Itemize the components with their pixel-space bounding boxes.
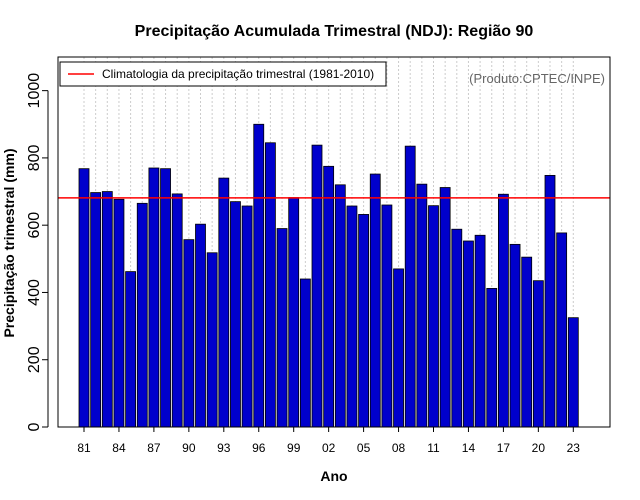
bar-2009 bbox=[404, 145, 416, 428]
bar-2008 bbox=[393, 268, 404, 428]
bar-1999 bbox=[288, 197, 300, 428]
x-tick-label: 02 bbox=[322, 441, 336, 455]
bar-1981 bbox=[78, 168, 90, 428]
bar-2011 bbox=[428, 205, 439, 428]
bar-1998 bbox=[276, 228, 288, 428]
bar-1983 bbox=[101, 191, 113, 428]
bar-2013 bbox=[451, 228, 463, 428]
bar-1984 bbox=[113, 198, 125, 428]
bar-2006 bbox=[369, 173, 381, 428]
bar-1990 bbox=[183, 239, 195, 428]
x-tick-label: 99 bbox=[287, 441, 301, 455]
x-tick-label: 84 bbox=[112, 441, 126, 455]
bar-1989 bbox=[171, 193, 183, 428]
bar-1991 bbox=[195, 223, 206, 428]
legend: Climatologia da precipitação trimestral … bbox=[59, 61, 387, 87]
bar-2002 bbox=[323, 165, 335, 428]
bar-2023 bbox=[567, 317, 579, 428]
bar-1982 bbox=[90, 192, 102, 428]
x-tick-label: 23 bbox=[567, 441, 581, 455]
bar-2000 bbox=[299, 278, 311, 428]
bar-2017 bbox=[497, 193, 509, 428]
y-tick-label: 400 bbox=[26, 279, 43, 306]
bar-1985 bbox=[125, 271, 136, 428]
x-tick-label: 05 bbox=[357, 441, 371, 455]
bar-2012 bbox=[439, 187, 451, 428]
bar-1995 bbox=[241, 205, 253, 428]
bar-1986 bbox=[136, 202, 148, 428]
bar-1993 bbox=[218, 177, 230, 428]
x-axis-title: Ano bbox=[320, 468, 347, 484]
bar-1988 bbox=[160, 168, 171, 428]
bar-2018 bbox=[509, 243, 521, 428]
x-tick-label: 90 bbox=[182, 441, 196, 455]
bar-2020 bbox=[532, 280, 544, 428]
x-tick-label: 20 bbox=[532, 441, 546, 455]
bar-2021 bbox=[544, 174, 556, 428]
plot-frame bbox=[57, 56, 611, 428]
bar-2004 bbox=[346, 205, 358, 428]
y-tick-label: 0 bbox=[26, 422, 43, 431]
legend-label: Climatologia da precipitação trimestral … bbox=[102, 67, 374, 81]
x-tick-label: 11 bbox=[427, 441, 440, 455]
bar-2014 bbox=[463, 240, 474, 428]
bar-1997 bbox=[264, 142, 276, 428]
bar-1987 bbox=[148, 167, 160, 428]
x-tick-label: 81 bbox=[77, 441, 91, 455]
bar-2016 bbox=[486, 288, 498, 428]
y-axis-title: Precipitação trimestral (mm) bbox=[1, 148, 17, 337]
x-tick-label: 96 bbox=[252, 441, 266, 455]
chart-title: Precipitação Acumulada Trimestral (NDJ):… bbox=[135, 23, 534, 40]
x-ticks: 81 84 87 90 93 96 99 02 05 08 11 14 17 20 23 bbox=[77, 427, 580, 455]
bar-1992 bbox=[206, 252, 218, 428]
legend-box bbox=[59, 61, 387, 87]
bar-2001 bbox=[311, 144, 323, 428]
y-tick-label: 800 bbox=[26, 144, 43, 171]
bar-2019 bbox=[521, 256, 533, 428]
x-tick-label: 87 bbox=[147, 441, 161, 455]
bar-2015 bbox=[474, 234, 486, 428]
x-tick-label: 08 bbox=[392, 441, 406, 455]
x-tick-label: 17 bbox=[497, 441, 511, 455]
y-tick-label: 200 bbox=[26, 346, 43, 373]
x-tick-label: 93 bbox=[217, 441, 231, 455]
y-tick-label: 600 bbox=[26, 212, 43, 239]
bar-1994 bbox=[230, 201, 241, 428]
bar-2022 bbox=[556, 232, 568, 428]
y-ticks: 0 200 400 600 800 1000 bbox=[26, 73, 48, 431]
bar-2007 bbox=[381, 204, 393, 428]
bar-2003 bbox=[334, 184, 346, 428]
credit-text: (Produto:CPTEC/INPE) bbox=[469, 71, 605, 86]
y-tick-label: 1000 bbox=[26, 73, 43, 109]
bars bbox=[78, 123, 579, 428]
bar-2005 bbox=[358, 214, 370, 428]
x-tick-label: 14 bbox=[462, 441, 476, 455]
bar-1996 bbox=[253, 123, 265, 428]
bar-2010 bbox=[416, 183, 428, 428]
